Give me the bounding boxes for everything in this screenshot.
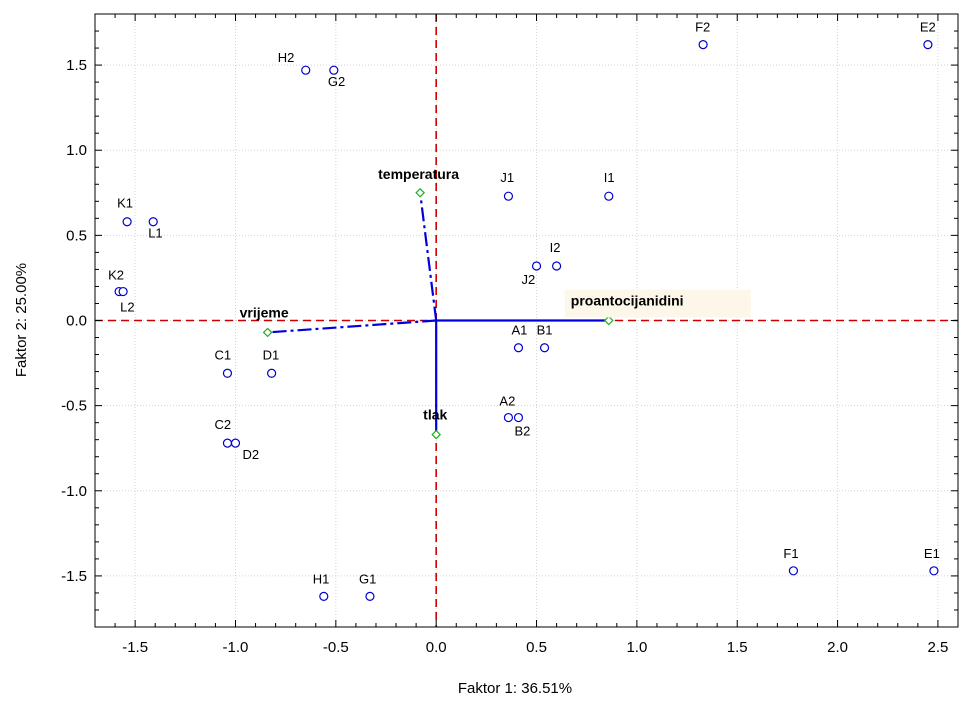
case-label: A1 [511, 323, 527, 338]
x-tick-label: 0.5 [526, 639, 547, 656]
variable-marker [262, 327, 273, 338]
axis-ticks: -1.5 -1.0 -0.5 0.0 0.5 1.0 1.5 2.0 2.5 -1.5 -1.0 -0… [61, 13, 959, 656]
variable-marker [603, 315, 614, 326]
case-point [503, 191, 514, 201]
x-tick-label: 2.5 [928, 639, 949, 656]
y-tick-label: 1.5 [66, 57, 87, 74]
y-axis-title: Faktor 2: 25.00% [13, 263, 30, 377]
x-tick-label: 1.5 [727, 639, 748, 656]
variable-label: proantocijanidini [571, 293, 684, 309]
case-point [531, 261, 542, 271]
case-label: C1 [214, 347, 231, 362]
x-tick-label: -0.5 [323, 639, 349, 656]
case-label: I2 [550, 240, 561, 255]
case-point [539, 343, 550, 353]
variable-label: temperatura [378, 166, 459, 182]
case-label: K1 [117, 196, 133, 211]
case-label: D1 [263, 347, 280, 362]
x-axis-title: Faktor 1: 36.51% [458, 680, 572, 697]
case-label: F1 [783, 546, 798, 561]
case-point [222, 368, 233, 378]
variable-vector [419, 192, 438, 321]
case-point [365, 591, 375, 601]
case-label: B1 [537, 323, 553, 338]
x-tick-label: 2.0 [827, 639, 848, 656]
case-point [122, 217, 132, 227]
case-label: H1 [313, 571, 330, 586]
x-tick-label: -1.5 [122, 639, 148, 656]
case-points: H2 G2 F2 E2 K1 L1 J1 I1 K2 L2 J2 I2 A1 B1 C1 D1 A2 B2 C2 D2… [108, 20, 940, 601]
case-label: L1 [148, 226, 162, 241]
y-tick-label: 0.0 [66, 313, 87, 330]
y-tick-label: 1.0 [66, 142, 87, 159]
y-tick-label: -0.5 [61, 398, 87, 415]
variable-marker [415, 187, 425, 198]
x-tick-label: 0.0 [426, 639, 447, 656]
case-point [222, 438, 233, 448]
case-point [267, 368, 277, 378]
variable-label: tlak [423, 407, 447, 423]
case-point [698, 40, 708, 50]
variable-label: vrijeme [240, 304, 289, 320]
variable-marker [431, 429, 442, 440]
case-point [929, 566, 939, 576]
case-point [513, 412, 524, 423]
case-point [503, 412, 514, 423]
case-label: H2 [278, 50, 295, 65]
case-point [923, 40, 933, 50]
case-label: D2 [242, 447, 259, 462]
case-point [319, 591, 329, 601]
case-label: I1 [604, 170, 615, 185]
case-point [148, 217, 158, 227]
case-label: G1 [359, 571, 376, 586]
case-point [552, 261, 562, 271]
case-label: L2 [120, 300, 134, 315]
variable-vectors: temperatura vrijeme proantocijanidini tlak [240, 166, 751, 440]
x-tick-label: 1.0 [626, 639, 647, 656]
case-label: A2 [499, 394, 515, 409]
case-label: E2 [920, 20, 936, 35]
case-label: E1 [924, 546, 940, 561]
case-label: J1 [500, 170, 514, 185]
y-tick-label: 0.5 [66, 227, 87, 244]
case-point [513, 343, 524, 353]
case-point [329, 65, 339, 75]
case-label: C2 [214, 417, 231, 432]
case-label: J2 [522, 272, 536, 287]
y-tick-label: -1.5 [61, 568, 87, 585]
case-point [301, 65, 311, 75]
x-tick-label: -1.0 [223, 639, 249, 656]
case-label: F2 [695, 20, 710, 35]
case-point [230, 438, 241, 448]
variable-vector [267, 319, 437, 334]
variable-label-background [564, 289, 751, 318]
case-label: G2 [328, 74, 345, 89]
y-tick-label: -1.0 [61, 483, 87, 500]
case-label: B2 [514, 424, 530, 439]
case-point [118, 286, 128, 297]
case-label: K2 [108, 268, 124, 283]
case-point [604, 191, 614, 201]
case-point [788, 566, 799, 576]
